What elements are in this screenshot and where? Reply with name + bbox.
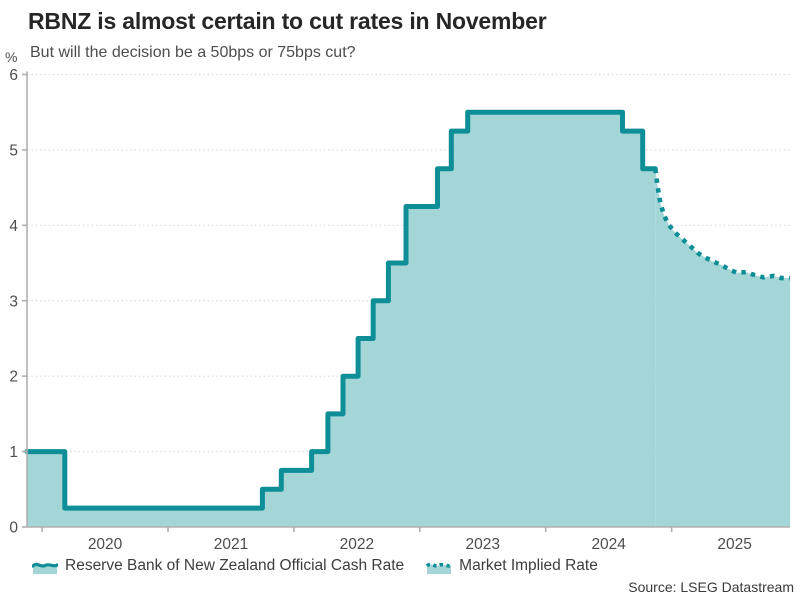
svg-text:5: 5 <box>9 142 18 159</box>
chart-subtitle: But will the decision be a 50bps or 75bp… <box>30 44 356 61</box>
svg-text:4: 4 <box>9 218 18 235</box>
svg-text:2025: 2025 <box>717 536 751 553</box>
svg-text:2022: 2022 <box>340 536 374 553</box>
legend-item-market-implied-rate: Market Implied Rate <box>426 557 598 575</box>
svg-text:2020: 2020 <box>88 536 123 553</box>
dotted-series-icon <box>426 562 453 574</box>
svg-text:2024: 2024 <box>591 536 626 553</box>
legend-label-market-implied-rate: Market Implied Rate <box>459 557 598 574</box>
svg-text:1: 1 <box>9 444 18 461</box>
legend: Reserve Bank of New Zealand Official Cas… <box>32 557 598 575</box>
svg-text:6: 6 <box>9 67 18 84</box>
svg-text:2021: 2021 <box>214 536 248 553</box>
area-series-icon <box>32 562 58 574</box>
legend-item-official-cash-rate: Reserve Bank of New Zealand Official Cas… <box>32 557 404 575</box>
page-title: RBNZ is almost certain to cut rates in N… <box>28 8 547 34</box>
legend-label-official-cash-rate: Reserve Bank of New Zealand Official Cas… <box>65 557 405 574</box>
svg-text:2: 2 <box>9 369 18 386</box>
y-axis-unit-label: % <box>5 49 18 65</box>
svg-text:3: 3 <box>9 293 18 310</box>
svg-text:2023: 2023 <box>466 536 500 553</box>
svg-text:0: 0 <box>9 520 18 537</box>
source-attribution: Source: LSEG Datastream <box>628 579 794 595</box>
